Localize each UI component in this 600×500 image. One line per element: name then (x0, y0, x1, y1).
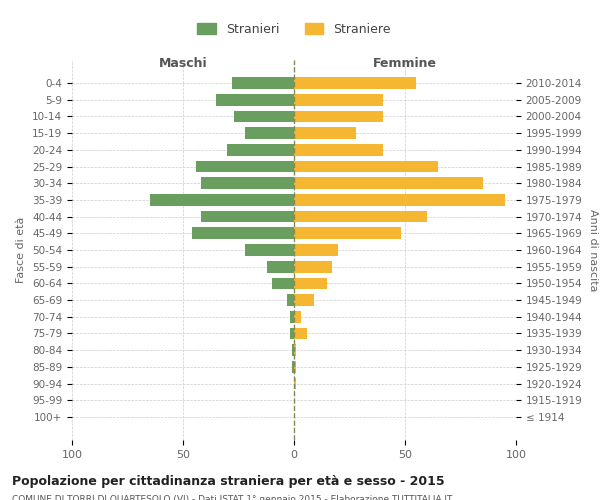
Bar (234, 110, 294, 122)
Bar (268, 261, 294, 272)
Y-axis label: Fasce di età: Fasce di età (16, 217, 26, 283)
Bar (294, 144, 383, 156)
Bar (294, 110, 383, 122)
Bar (245, 128, 294, 139)
Text: Femmine: Femmine (373, 57, 437, 70)
Y-axis label: Anni di nascita: Anni di nascita (588, 209, 598, 291)
Text: COMUNE DI TORRI DI QUARTESOLO (VI) - Dati ISTAT 1° gennaio 2015 - Elaborazione T: COMUNE DI TORRI DI QUARTESOLO (VI) - Dat… (12, 495, 452, 500)
Legend: Stranieri, Straniere: Stranieri, Straniere (191, 17, 397, 42)
Bar (294, 261, 332, 272)
Bar (292, 361, 294, 372)
Bar (292, 344, 294, 356)
Bar (201, 211, 294, 222)
Bar (294, 178, 483, 189)
Bar (294, 278, 328, 289)
Bar (245, 244, 294, 256)
Bar (294, 328, 307, 340)
Text: Popolazione per cittadinanza straniera per età e sesso - 2015: Popolazione per cittadinanza straniera p… (12, 475, 445, 488)
Bar (217, 94, 294, 106)
Bar (294, 78, 416, 89)
Bar (294, 378, 296, 390)
Bar (294, 361, 296, 372)
Bar (196, 160, 294, 172)
Bar (150, 194, 294, 206)
Bar (294, 311, 301, 322)
Bar (290, 311, 294, 322)
Bar (201, 178, 294, 189)
Bar (294, 94, 383, 106)
Bar (232, 78, 294, 89)
Bar (287, 294, 294, 306)
Bar (227, 144, 294, 156)
Bar (294, 211, 427, 222)
Bar (290, 328, 294, 340)
Bar (294, 244, 338, 256)
Bar (272, 278, 294, 289)
Bar (294, 194, 505, 206)
Text: Maschi: Maschi (158, 57, 208, 70)
Bar (294, 228, 401, 239)
Bar (294, 128, 356, 139)
Bar (294, 294, 314, 306)
Bar (192, 228, 294, 239)
Bar (294, 344, 296, 356)
Bar (294, 160, 438, 172)
